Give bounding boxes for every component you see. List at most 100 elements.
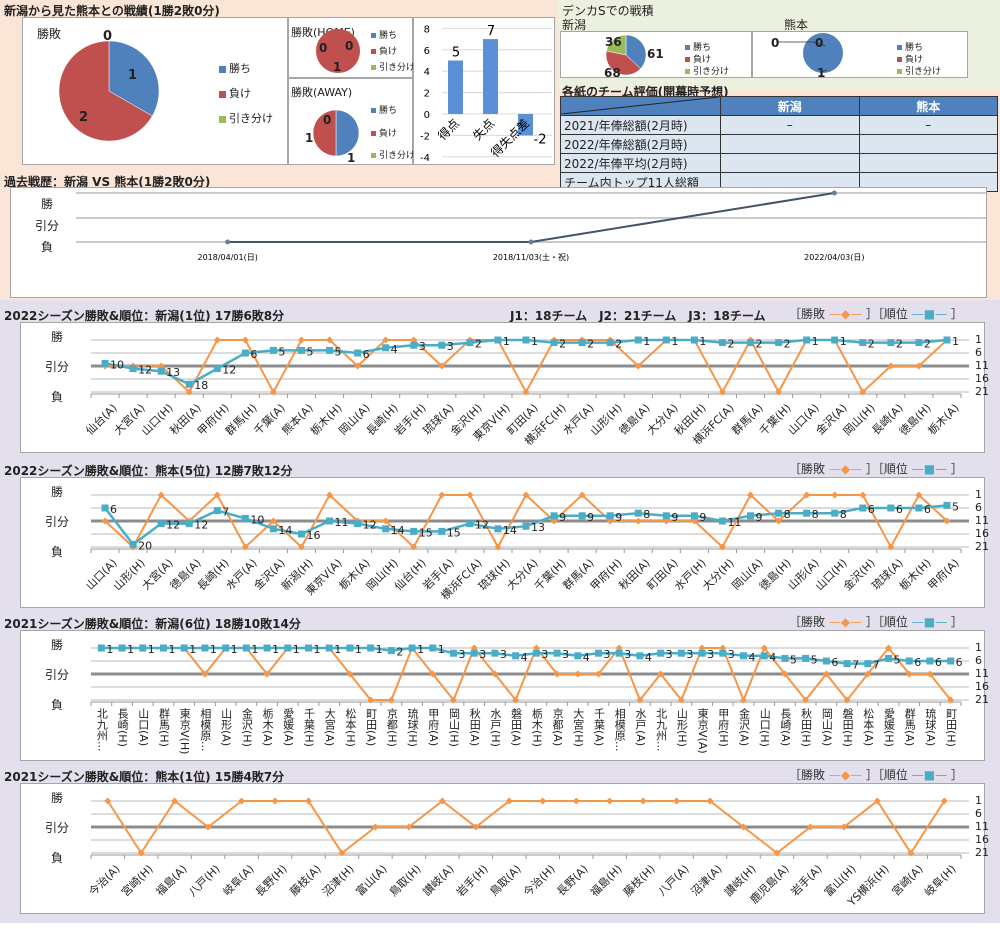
- column-header-niigata: 新潟: [720, 96, 860, 116]
- rank-data-label: 6: [896, 503, 903, 516]
- away-legend-win: 勝ち: [371, 103, 397, 116]
- result-point-W: [241, 336, 249, 344]
- x-tick-label: 大宮(A): [323, 708, 337, 747]
- home-pie-chart: 勝敗(HOME) 0 0 1 勝ち 負け 引き分け: [288, 17, 415, 78]
- y-label: 負: [50, 545, 63, 559]
- pie-slice-loss: [312, 109, 337, 157]
- home-label-win: 0: [319, 41, 328, 55]
- dn-legend-loss: 負け: [685, 52, 711, 65]
- rank-point: [905, 657, 913, 665]
- x-tick-label: 金沢(H): [240, 708, 254, 747]
- rank-data-label: 6: [363, 348, 370, 361]
- rank-point: [470, 649, 478, 657]
- rank-point: [139, 644, 147, 652]
- rank-data-label: 3: [419, 340, 426, 353]
- rank-point: [926, 657, 934, 665]
- result-point-W: [326, 336, 334, 344]
- away-pie-chart: 勝敗(AWAY) 1 0 1 勝ち 負け 引き分け: [288, 78, 415, 165]
- rank-point: [160, 644, 167, 652]
- result-point-W: [539, 797, 547, 805]
- rank-data-label: 3: [624, 648, 631, 661]
- x-tick-label: 磐田(H): [841, 708, 855, 747]
- rank-axis-label: 1: [975, 333, 982, 346]
- history-point: [225, 239, 231, 245]
- result-point-W: [639, 797, 647, 805]
- rank-point: [118, 644, 126, 652]
- rank-data-label: 2: [868, 338, 875, 351]
- leader-line: [777, 41, 826, 47]
- x-tick-label: 長崎(A): [778, 708, 792, 747]
- result-point-W: [873, 797, 881, 805]
- rank-marker-icon: —■—: [911, 307, 948, 321]
- rank-data-label: 3: [459, 648, 466, 661]
- rank-data-label: 1: [272, 643, 279, 656]
- rank-point: [408, 644, 416, 652]
- rank-data-label: 1: [376, 643, 383, 656]
- result-point-W: [466, 491, 474, 499]
- rank-point: [429, 644, 437, 652]
- rank-axis-label: 16: [975, 680, 989, 693]
- rank-point: [775, 509, 783, 517]
- y-label: 勝: [50, 330, 63, 344]
- result-point-L: [718, 543, 726, 551]
- rank-data-label: 3: [562, 648, 569, 661]
- x-tick-label: 松本(A): [861, 708, 875, 747]
- legend-rank-label: 順位: [883, 307, 908, 321]
- rank-point: [831, 509, 839, 517]
- away-label-win: 1: [347, 151, 356, 165]
- x-tick-label: 2022/04/03(日): [804, 253, 864, 262]
- rank-point: [382, 525, 390, 533]
- rank-data-label: 2: [559, 338, 566, 351]
- rank-data-label: 2: [587, 338, 594, 351]
- legend-draw: 引き分け: [219, 110, 273, 126]
- cell: [720, 153, 860, 173]
- result-point-D: [595, 670, 602, 678]
- rank-point: [943, 501, 951, 509]
- denka-niigata-pie-chart: 36 61 68 勝ち 負け 引き分け: [560, 31, 752, 80]
- result-point-W: [171, 797, 179, 805]
- y-tick-label: -2: [420, 131, 430, 142]
- rank-point: [574, 652, 582, 660]
- rank-data-label: 14: [503, 524, 517, 537]
- dn-label-win: 61: [647, 47, 664, 61]
- rank-data-label: 9: [699, 511, 706, 524]
- dk-legend-draw: 引き分け: [897, 64, 941, 77]
- dn-legend-draw: 引き分け: [685, 64, 729, 77]
- x-tick-label: 相模原...: [613, 708, 627, 752]
- result-point-W: [297, 336, 305, 344]
- rank-point: [180, 644, 188, 652]
- rank-point: [634, 509, 642, 517]
- x-tick-label: 琉球(H): [406, 708, 420, 747]
- result-marker-icon: —◆—: [828, 768, 863, 782]
- legend-rank-label: 順位: [883, 615, 908, 629]
- season-title-1: 2022シーズン勝敗&順位：新潟(1位) 17勝6敗8分: [4, 309, 285, 323]
- rank-data-label: 4: [391, 343, 398, 356]
- result-point-D: [822, 670, 830, 678]
- result-point-D: [371, 823, 379, 831]
- result-point-L: [410, 543, 418, 551]
- rank-point: [662, 512, 670, 520]
- result-point-L: [775, 388, 783, 396]
- result-point-L: [450, 696, 457, 704]
- rank-data-label: 9: [587, 511, 594, 524]
- rank-point: [325, 644, 333, 652]
- result-point-L: [740, 696, 747, 704]
- result-point-L: [802, 696, 810, 704]
- history-point: [831, 190, 837, 196]
- x-tick-label: 東京V(A): [696, 708, 710, 754]
- bar-失点: [483, 39, 498, 114]
- pie-slice-draw: [606, 34, 627, 56]
- y-label-loss: 負: [40, 240, 53, 254]
- rank-point: [494, 525, 502, 533]
- bar-得失点差: [518, 114, 533, 136]
- rank-point: [802, 654, 810, 662]
- x-tick-label: 京都(H): [385, 708, 399, 747]
- result-point-W: [578, 491, 586, 499]
- rank-point: [185, 380, 193, 388]
- rank-point: [887, 504, 895, 512]
- rank-data-label: 18: [194, 379, 208, 392]
- rank-data-label: 7: [873, 659, 880, 672]
- result-point-D: [915, 362, 923, 370]
- rank-point: [718, 339, 726, 347]
- rank-point: [367, 644, 375, 652]
